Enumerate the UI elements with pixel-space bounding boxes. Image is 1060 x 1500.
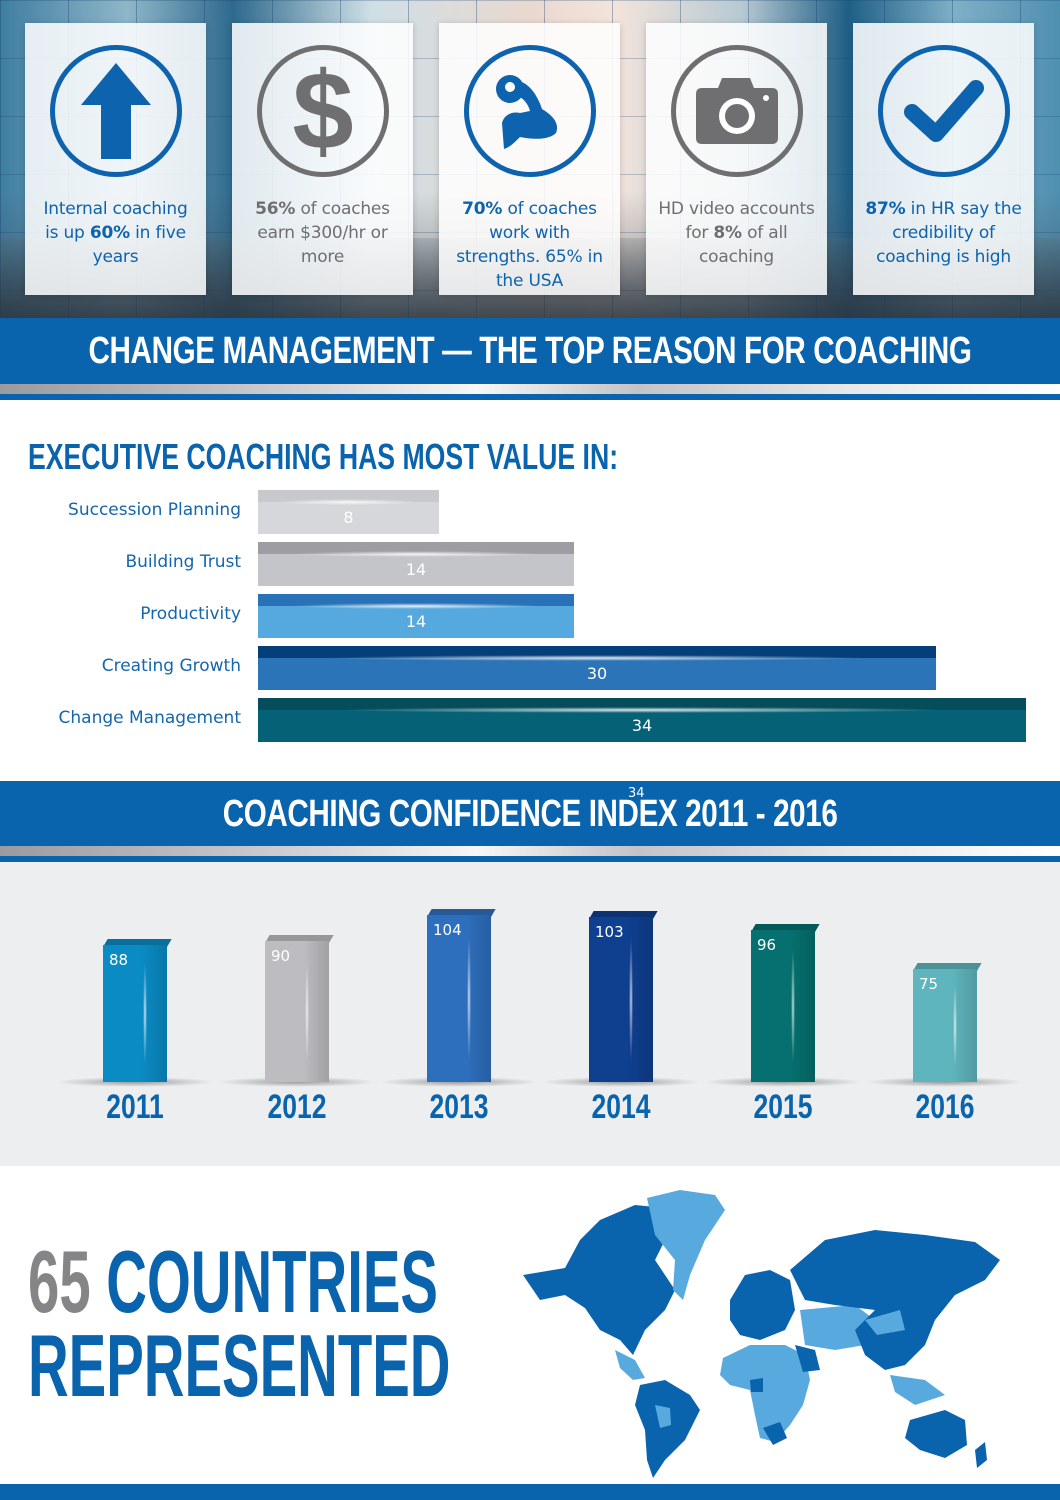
section-title: COACHING CONFIDENCE INDEX 2011 - 2016: [222, 792, 838, 835]
arrow-up-icon: [49, 45, 182, 177]
column-shadow: [55, 1077, 215, 1087]
bar-label: Succession Planning: [68, 500, 241, 520]
bar-value: 34: [631, 716, 653, 735]
column-shadow: [865, 1077, 1025, 1087]
camera-icon: [670, 45, 803, 177]
column-2016: 75: [913, 963, 982, 1082]
svg-text:$: $: [292, 61, 353, 161]
map-greenland: [647, 1190, 725, 1300]
column-value: 104: [433, 921, 462, 939]
stat-card-hr-credibility: 87% in HR say the credibility of coachin…: [853, 23, 1034, 295]
checkmark-icon: [877, 45, 1010, 177]
column-value: 103: [595, 923, 624, 941]
stat-text: 70% of coaches work with strengths. 65% …: [456, 199, 603, 291]
stat-text: 56% of coaches earn $300/hr or more: [255, 199, 390, 267]
banner-divider-blue: [0, 856, 1060, 862]
countries-headline: 65 COUNTRIES REPRESENTED: [28, 1238, 451, 1415]
year-label: 2012: [267, 1088, 327, 1126]
bar-label: Change Management: [58, 708, 241, 728]
bar-value: 14: [405, 612, 427, 631]
column-shadow: [217, 1077, 377, 1087]
banner-divider: [0, 846, 1060, 856]
map-africa: [720, 1345, 810, 1442]
column-shadow: [703, 1077, 863, 1087]
dollar-icon: $: [256, 45, 389, 177]
bar: 34: [258, 698, 1026, 742]
column-2011: 88: [103, 939, 172, 1082]
stat-card-strengths: 70% of coaches work with strengths. 65% …: [439, 23, 620, 295]
bar-label: Building Trust: [125, 552, 241, 572]
stray-value-label: 34: [628, 786, 645, 801]
column-value: 96: [757, 936, 777, 954]
map-north-america: [523, 1205, 675, 1355]
bar-label: Creating Growth: [101, 656, 241, 676]
stat-card-hd-video: HD video accounts for 8% of all coaching: [646, 23, 827, 295]
map-south-america: [635, 1380, 700, 1478]
stat-card-coach-earnings: $ 56% of coaches earn $300/hr or more: [232, 23, 413, 295]
column-2015: 96: [751, 924, 820, 1082]
confidence-index-chart: [0, 862, 1060, 1166]
column-value: 75: [919, 975, 939, 993]
hero-section: Internal coaching is up 60% in five year…: [0, 0, 1060, 318]
column-2012: 90: [265, 935, 334, 1082]
bar-value: 14: [405, 560, 427, 579]
represented-label: REPRESENTED: [28, 1316, 451, 1415]
map-australia: [905, 1410, 967, 1458]
map-asia: [790, 1230, 1000, 1370]
map-europe: [730, 1270, 795, 1340]
bar-row: Change Management 34: [0, 698, 1060, 742]
section-title: CHANGE MANAGEMENT — THE TOP REASON FOR C…: [88, 329, 972, 372]
bar-row: Creating Growth 30: [0, 646, 1060, 690]
year-label: 2015: [753, 1088, 813, 1126]
year-label: 2013: [429, 1088, 489, 1126]
year-label: 2011: [106, 1088, 164, 1126]
bar: 14: [258, 594, 574, 638]
stat-card-internal-coaching: Internal coaching is up 60% in five year…: [25, 23, 206, 295]
stat-text: HD video accounts for 8% of all coaching: [658, 199, 815, 267]
column-value: 90: [271, 947, 291, 965]
year-label: 2016: [915, 1088, 975, 1126]
bar-label: Productivity: [140, 604, 241, 624]
bar-row: Building Trust 14: [0, 542, 1060, 586]
bar-value: 8: [343, 508, 354, 527]
bar-row: Succession Planning 8: [0, 490, 1060, 534]
countries-label: COUNTRIES: [90, 1232, 438, 1331]
world-map: [523, 1190, 1000, 1478]
bar-value: 30: [586, 664, 608, 683]
column-2013: 104: [427, 909, 496, 1082]
column-shadow: [379, 1077, 539, 1087]
footer-bar: [0, 1484, 1060, 1500]
banner-divider: [0, 384, 1060, 394]
bar: 14: [258, 542, 574, 586]
bar-row: Productivity 14: [0, 594, 1060, 638]
bar: 30: [258, 646, 936, 690]
chart-title: EXECUTIVE COACHING HAS MOST VALUE IN:: [28, 436, 619, 477]
flexed-arm-icon: [463, 45, 596, 177]
countries-count: 65: [28, 1232, 91, 1331]
column-value: 88: [109, 951, 129, 969]
section-banner-change-management: CHANGE MANAGEMENT — THE TOP REASON FOR C…: [0, 318, 1060, 384]
section-banner-confidence-index: COACHING CONFIDENCE INDEX 2011 - 2016: [0, 781, 1060, 847]
column-shadow: [541, 1077, 701, 1087]
banner-divider-blue: [0, 394, 1060, 400]
stat-text: 87% in HR say the credibility of coachin…: [865, 199, 1022, 267]
bar: 8: [258, 490, 439, 534]
column-2014: 103: [589, 911, 658, 1082]
year-label: 2014: [591, 1088, 651, 1126]
stat-text: Internal coaching is up 60% in five year…: [43, 199, 188, 267]
